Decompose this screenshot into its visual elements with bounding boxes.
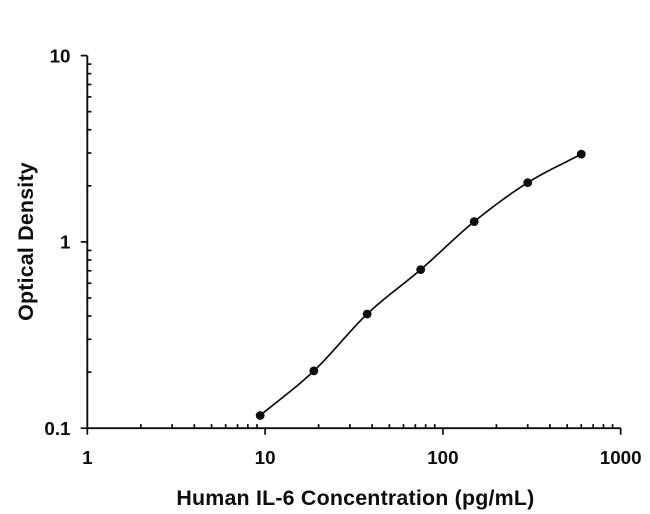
fit-curve [259, 153, 583, 417]
x-tick-label: 100 [427, 447, 458, 468]
data-point-marker [255, 411, 265, 420]
tick-labels: 1 10 100 1000 0.1 1 10 [44, 45, 641, 468]
y-tick-label: 0.1 [44, 418, 70, 439]
y-axis-title: Optical Density [14, 162, 38, 321]
x-tick-label: 1000 [600, 447, 642, 468]
x-axis-title: Human IL-6 Concentration (pg/mL) [176, 486, 534, 510]
data-point-marker [416, 265, 426, 275]
data-point-marker [469, 217, 479, 227]
data-points [255, 149, 586, 420]
y-tick-label: 10 [50, 45, 71, 66]
x-tick-label: 1 [82, 447, 92, 468]
y-tick-label: 1 [60, 232, 70, 253]
data-point-marker [576, 149, 586, 159]
axes [86, 55, 621, 430]
tick-marks [80, 54, 622, 435]
fit-line [259, 153, 583, 417]
data-point-marker [309, 366, 319, 376]
data-point-marker [362, 309, 372, 319]
x-tick-label: 10 [255, 447, 276, 468]
data-point-marker [523, 178, 533, 188]
axis-lines [86, 55, 621, 430]
